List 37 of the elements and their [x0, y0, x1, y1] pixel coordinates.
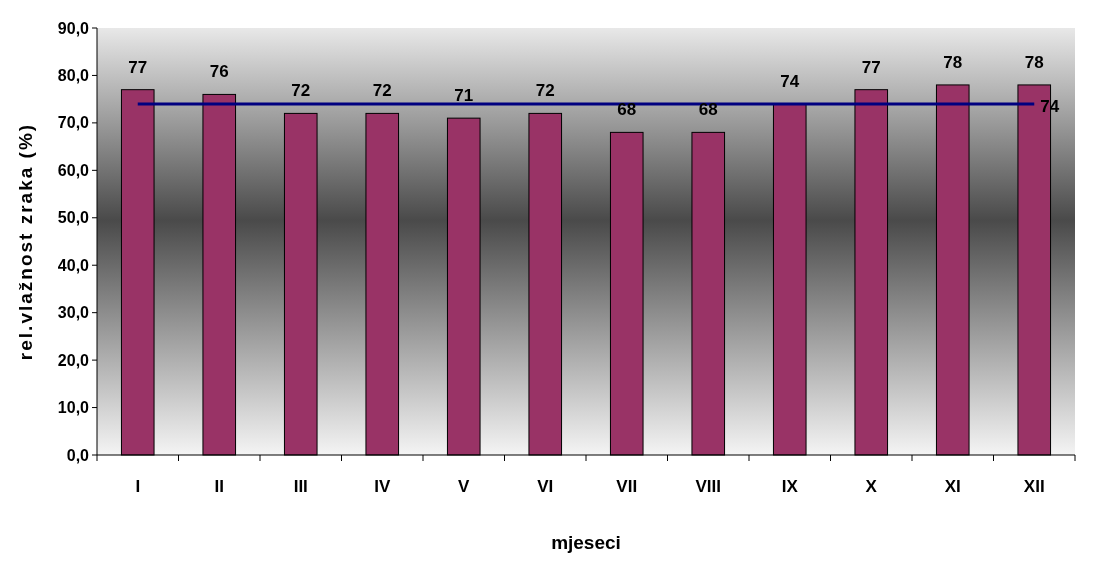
ref-line-label: 74 [1040, 96, 1060, 116]
data-label: 71 [454, 86, 474, 106]
x-tick-label: IV [374, 477, 391, 496]
data-label: 72 [291, 81, 311, 101]
data-label: 77 [128, 57, 148, 77]
y-axis-title: rel.vlažnost zraka (%) [15, 122, 36, 361]
y-tick-label: 70,0 [57, 114, 90, 132]
y-tick-label: 30,0 [57, 304, 90, 322]
y-tick-label: 40,0 [57, 256, 90, 274]
y-tick-label: 60,0 [57, 161, 90, 179]
data-label: 78 [1024, 52, 1044, 72]
x-tick-label: II [214, 477, 224, 496]
x-tick-label: VII [616, 477, 638, 496]
x-tick-label: X [865, 477, 878, 496]
x-tick-label: V [458, 477, 471, 496]
x-tick-label: XII [1023, 477, 1045, 496]
y-tick-label: 0,0 [66, 446, 90, 464]
data-label: 68 [698, 100, 718, 120]
y-tick-label: 10,0 [57, 399, 90, 417]
x-axis-title: mjeseci [551, 532, 621, 553]
data-label: 76 [209, 62, 229, 82]
y-tick-label: 90,0 [57, 19, 90, 37]
data-label: 72 [372, 81, 392, 101]
data-label: 74 [780, 71, 800, 91]
x-tick-label: I [135, 477, 141, 496]
y-tick-label: 20,0 [57, 351, 90, 369]
data-label: 77 [861, 57, 881, 77]
x-tick-label: III [293, 477, 308, 496]
y-tick-label: 80,0 [57, 67, 90, 85]
x-tick-label: VIII [695, 477, 722, 496]
data-label: 72 [535, 81, 555, 101]
y-tick-label: 50,0 [57, 209, 90, 227]
x-tick-label: IX [781, 477, 799, 496]
data-label: 78 [943, 52, 963, 72]
x-tick-label: XI [944, 477, 961, 496]
x-tick-label: VI [537, 477, 554, 496]
data-label: 68 [617, 100, 637, 120]
